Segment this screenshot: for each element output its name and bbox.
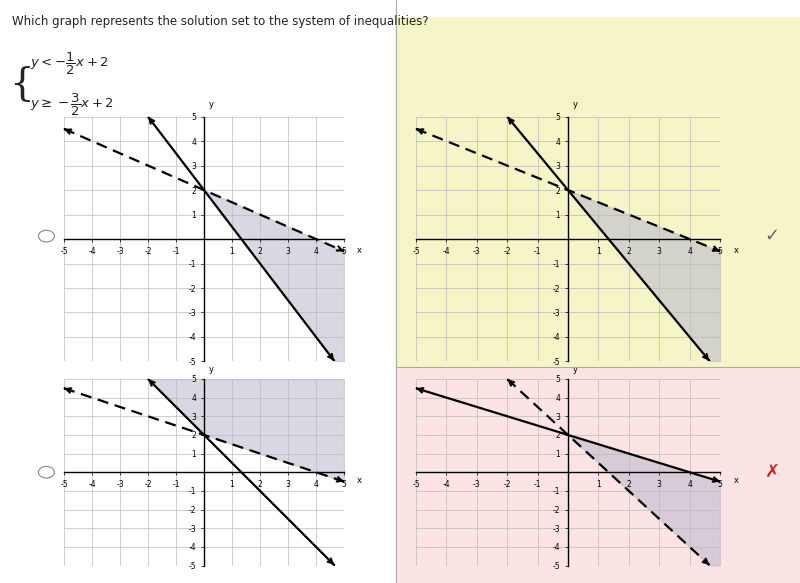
Text: y: y xyxy=(573,365,578,374)
Text: $y < -\dfrac{1}{2}x + 2$: $y < -\dfrac{1}{2}x + 2$ xyxy=(30,51,110,77)
Text: ✓: ✓ xyxy=(765,227,779,245)
Text: Which graph represents the solution set to the system of inequalities?: Which graph represents the solution set … xyxy=(12,15,429,27)
Text: x: x xyxy=(734,476,739,485)
Text: x: x xyxy=(357,476,362,485)
Text: $y \geq -\dfrac{3}{2}x + 2$: $y \geq -\dfrac{3}{2}x + 2$ xyxy=(30,92,114,118)
Text: x: x xyxy=(734,245,739,255)
Text: ✗: ✗ xyxy=(765,463,779,481)
Text: {: { xyxy=(10,66,34,103)
Text: x: x xyxy=(357,245,362,255)
Text: y: y xyxy=(209,100,214,109)
Text: y: y xyxy=(209,365,214,374)
Text: y: y xyxy=(573,100,578,109)
